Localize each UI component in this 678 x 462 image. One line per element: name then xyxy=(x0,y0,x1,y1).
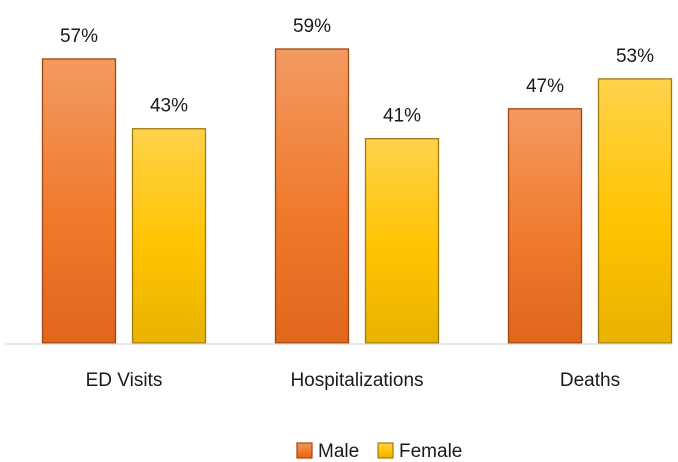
data-label-female-hospitalizations: 41% xyxy=(383,106,421,127)
legend-label-female: Female xyxy=(399,441,462,462)
data-label-male-hospitalizations: 59% xyxy=(293,16,331,37)
category-label-deaths: Deaths xyxy=(560,370,620,391)
bar-male-ed-visits xyxy=(41,58,117,344)
legend: Male Female xyxy=(296,441,462,462)
bar-female-deaths xyxy=(597,78,673,344)
data-label-male-deaths: 47% xyxy=(526,76,564,97)
data-label-female-deaths: 53% xyxy=(616,46,654,67)
bars-group: 57% 43% 59% 41% 47% 53% xyxy=(41,16,673,344)
bar-male-hospitalizations xyxy=(274,48,350,344)
bar-male-deaths xyxy=(507,108,583,344)
data-label-male-ed-visits: 57% xyxy=(60,26,98,47)
bar-female-hospitalizations xyxy=(364,138,440,344)
legend-swatch-female xyxy=(377,442,394,459)
category-label-ed-visits: ED Visits xyxy=(86,370,163,391)
bar-female-ed-visits xyxy=(131,128,207,344)
data-label-female-ed-visits: 43% xyxy=(150,96,188,117)
category-labels: ED Visits Hospitalizations Deaths xyxy=(86,370,620,391)
category-label-hospitalizations: Hospitalizations xyxy=(290,370,423,391)
legend-swatch-male xyxy=(296,442,313,459)
legend-label-male: Male xyxy=(318,441,359,462)
